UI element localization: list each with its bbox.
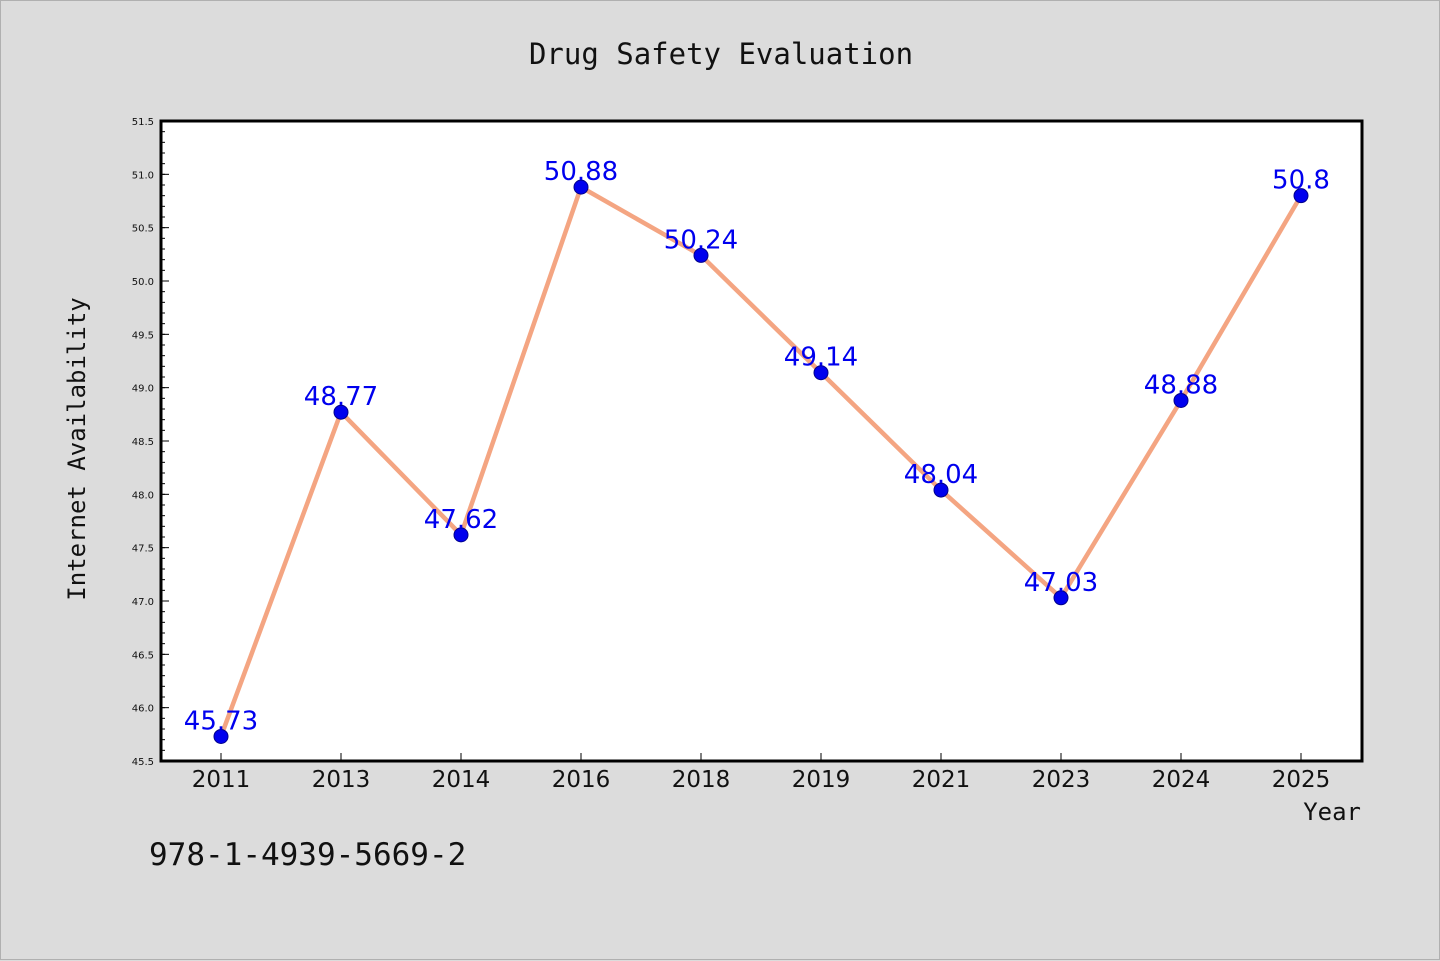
x-axis-label: Year [1303,798,1361,826]
x-tick-label: 2013 [312,767,371,793]
y-tick-label: 48.0 [132,490,154,501]
y-tick-label: 50.0 [132,277,154,288]
x-tick-label: 2025 [1272,767,1331,793]
y-tick-label: 50.5 [132,224,154,235]
y-axis-label: Internet Availability [63,297,91,600]
x-tick-label: 2023 [1032,767,1091,793]
data-point [573,179,589,195]
series-line [218,184,1303,738]
data-label: 45.73 [184,706,258,736]
data-series [213,179,1309,744]
data-label: 47.03 [1024,568,1098,598]
data-label: 48.88 [1144,370,1218,400]
y-tick-label: 46.5 [132,650,154,661]
y-tick-label: 51.5 [132,117,154,128]
data-point [1173,392,1189,408]
data-label: 50.24 [664,225,738,255]
x-tick-label: 2019 [792,767,851,793]
y-tick-label: 49.0 [132,384,154,395]
data-point [453,527,469,543]
data-point [813,365,829,381]
data-label: 49.14 [784,343,858,373]
x-axis: 2011 2013 2014 2016 2018 2019 2021 2023 2024 2025 [192,753,1331,793]
x-tick-label: 2024 [1152,767,1211,793]
x-tick-label: 2016 [552,767,611,793]
data-label: 48.04 [904,460,978,490]
data-point [1053,590,1069,606]
x-tick-label: 2014 [432,767,491,793]
data-label: 50.8 [1272,166,1330,196]
data-label: 48.77 [304,382,378,412]
data-point [933,482,949,498]
y-tick-label: 47.5 [132,544,154,555]
y-tick-label: 46.0 [132,704,154,715]
data-label: 47.62 [424,505,498,535]
plot-area [159,119,1364,763]
chart-title: Drug Safety Evaluation [529,37,913,71]
data-point [693,247,709,263]
y-tick-label: 45.5 [132,757,154,768]
data-labels: 45.73 48.77 47.62 50.88 50.24 49.14 48.04 47.03… [184,157,1330,736]
data-label: 50.88 [544,157,618,187]
y-tick-label: 47.0 [132,597,154,608]
y-tick-label: 51.0 [132,170,154,181]
x-tick-label: 2021 [912,767,971,793]
data-point [213,728,229,744]
isbn-text: 978-1-4939-5669-2 [149,837,466,873]
data-point [333,404,349,420]
x-tick-label: 2011 [192,767,251,793]
y-axis: 45.5 46.0 46.5 47.0 47.5 48.0 48.5 49.0 49.5 50.0… [132,117,169,768]
y-tick-label: 48.5 [132,437,154,448]
data-point [1293,188,1309,204]
y-tick-label: 49.5 [132,330,154,341]
x-tick-label: 2018 [672,767,731,793]
